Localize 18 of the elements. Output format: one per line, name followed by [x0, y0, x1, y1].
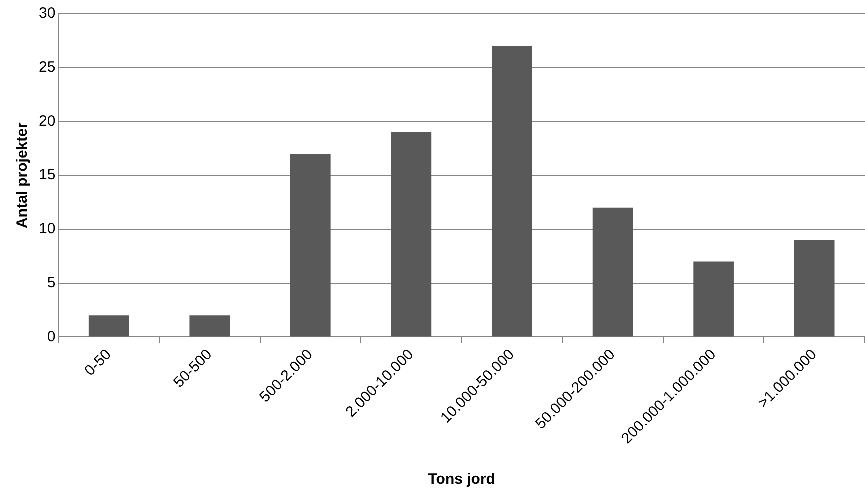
bar — [290, 154, 331, 337]
bar — [391, 132, 432, 337]
y-tick-label: 10 — [38, 220, 56, 238]
bar — [794, 240, 835, 337]
x-tick-label: 0-50 — [82, 346, 115, 380]
y-tick-label: 15 — [38, 166, 56, 184]
y-axis-title: Antal projekter — [14, 122, 32, 229]
bar — [492, 46, 532, 337]
y-tick-label: 5 — [47, 274, 56, 292]
bar — [190, 316, 230, 337]
bar — [592, 208, 634, 337]
y-tick-label: 20 — [38, 112, 56, 130]
bar — [694, 262, 734, 337]
y-tick-label: 30 — [38, 5, 56, 22]
bar — [88, 316, 130, 337]
y-tick-label: 0 — [47, 328, 56, 346]
x-axis-title: Tons jord — [428, 471, 496, 488]
y-tick-label: 25 — [38, 59, 56, 76]
